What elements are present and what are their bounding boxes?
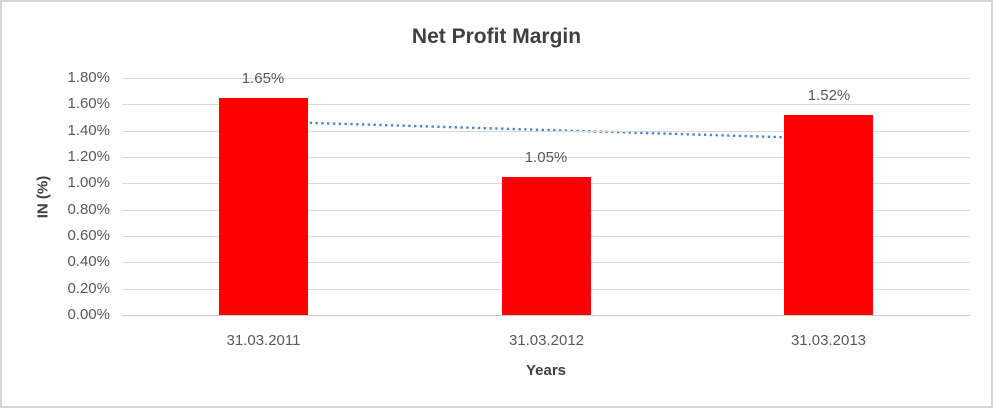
y-tick-label: 0.00% [67, 306, 110, 323]
trendline [263, 120, 829, 140]
bar-31.03.2011 [219, 98, 308, 315]
x-tick-label: 31.03.2011 [226, 332, 301, 349]
bar-31.03.2013 [784, 115, 873, 315]
gridline [122, 104, 970, 105]
y-tick-label: 1.00% [67, 174, 110, 191]
y-tick-label: 1.20% [67, 148, 110, 165]
y-tick-label: 1.80% [67, 69, 110, 86]
data-label: 1.52% [807, 87, 851, 104]
data-label: 1.65% [241, 70, 285, 87]
y-tick-label: 0.80% [67, 201, 110, 218]
chart-title: Net Profit Margin [411, 25, 582, 48]
y-tick-label: 0.60% [67, 227, 110, 244]
y-tick-label: 0.40% [67, 253, 110, 270]
x-tick-label: 31.03.2013 [790, 332, 867, 349]
x-tick-label: 31.03.2012 [508, 332, 585, 349]
gridline [122, 78, 970, 79]
gridline [122, 131, 970, 132]
data-label: 1.05% [524, 149, 568, 166]
y-tick-label: 1.60% [67, 95, 110, 112]
y-tick-label: 0.20% [67, 280, 110, 297]
y-tick-label: 1.40% [67, 122, 110, 139]
x-axis-title: Years [525, 362, 567, 379]
x-axis-line [122, 315, 970, 316]
gridline [122, 157, 970, 158]
bar-31.03.2012 [502, 177, 591, 315]
plot-area: 1.65% 1.05% 1.52% [122, 70, 970, 316]
